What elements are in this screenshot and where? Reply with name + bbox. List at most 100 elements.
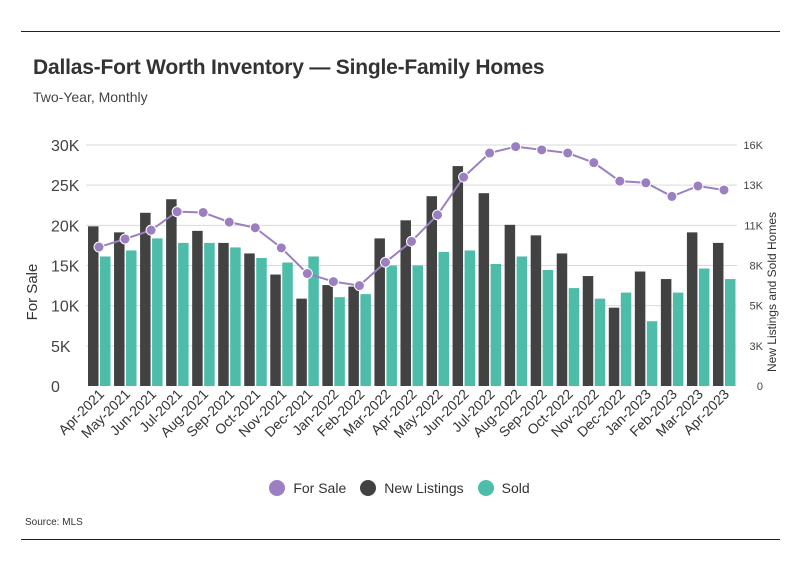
for-sale-point (145, 224, 157, 236)
sold-bar (282, 262, 293, 386)
new-listings-bar (166, 199, 177, 386)
bottom-rule (21, 539, 780, 540)
sold-bar (360, 294, 371, 386)
sold-bar (178, 242, 189, 386)
for-sale-point (249, 222, 261, 234)
y-left-tick-label: 25K (51, 178, 80, 195)
for-sale-point (301, 268, 313, 280)
legend-label-new-listings: New Listings (384, 480, 464, 496)
chart-subtitle: Two-Year, Monthly (33, 89, 148, 105)
y-left-axis-title: For Sale (24, 264, 41, 321)
sold-bar (724, 279, 736, 386)
for-sale-point (692, 180, 704, 192)
y-right-tick-label: 11K (744, 220, 763, 232)
new-listings-bar (244, 253, 255, 386)
new-listings-bar (400, 220, 411, 386)
sold-bar (126, 250, 137, 386)
for-sale-point (171, 206, 183, 218)
new-listings-bar (322, 285, 333, 386)
legend-item-new-listings: New Listings (360, 480, 464, 496)
new-listings-bar (608, 307, 620, 386)
for-sale-point (197, 206, 209, 218)
y-right-axis-title: New Listings and Sold Homes (765, 212, 779, 372)
sold-bar (230, 247, 241, 386)
new-listings-bar (374, 238, 385, 386)
y-left-tick-label: 30K (51, 138, 80, 155)
new-listings-bar (660, 279, 672, 386)
sold-bar (204, 242, 215, 386)
legend-item-sold: Sold (477, 480, 530, 496)
new-listings-bar (556, 253, 568, 386)
sold-bar (152, 238, 163, 386)
y-right-tick-label: 8K (750, 261, 764, 273)
for-sale-point (562, 147, 574, 159)
for-sale-point (93, 241, 105, 253)
for-sale-point (614, 175, 626, 187)
new-listings-bar (504, 224, 516, 386)
for-sale-point (327, 276, 339, 288)
y-left-tick-label: 5K (51, 339, 71, 356)
y-left-tick-label: 10K (51, 299, 80, 316)
sold-bar (594, 298, 606, 386)
for-sale-point (458, 171, 470, 183)
y-right-tick-label: 0 (757, 381, 763, 393)
chart-title: Dallas-Fort Worth Inventory — Single-Fam… (33, 56, 545, 79)
for-sale-point (353, 280, 365, 292)
for-sale-point (718, 184, 730, 196)
for-sale-point (536, 144, 548, 156)
new-listings-bar (114, 232, 125, 386)
new-listings-bar (478, 193, 490, 386)
sold-bar (438, 251, 450, 386)
new-listings-bar (686, 232, 698, 386)
legend-swatch-new-listings (360, 480, 377, 496)
sold-bar (386, 265, 397, 386)
top-rule (21, 31, 780, 32)
sold-bar (698, 268, 710, 386)
sold-bar (516, 256, 528, 386)
for-sale-point (223, 216, 235, 228)
y-right-tick-label: 13K (743, 180, 763, 192)
new-listings-bar (140, 212, 151, 386)
y-left-tick-label: 0 (51, 379, 60, 396)
for-sale-point (379, 256, 391, 268)
sold-bar (542, 270, 554, 386)
new-listings-bar (88, 226, 99, 386)
for-sale-point (640, 177, 652, 189)
for-sale-point (484, 147, 496, 159)
for-sale-point (432, 209, 444, 221)
sold-bar (646, 321, 658, 386)
for-sale-point (588, 157, 600, 169)
new-listings-bar (582, 276, 594, 386)
new-listings-bar (452, 166, 464, 386)
new-listings-bar (426, 196, 438, 386)
y-right-tick-label: 5K (750, 301, 764, 313)
for-sale-point (275, 242, 287, 254)
sold-bar (464, 250, 476, 386)
sold-bar (412, 265, 423, 386)
y-left-tick-label: 20K (51, 218, 80, 235)
legend-item-for-sale: For Sale (269, 480, 346, 496)
sold-bar (100, 256, 111, 386)
legend-label-for-sale: For Sale (293, 480, 347, 496)
y-right-tick-label: 16K (743, 140, 763, 152)
sold-bar (308, 256, 319, 386)
new-listings-bar (634, 271, 646, 386)
sold-bar (620, 292, 632, 386)
chart-canvas: 0 5K 10K 15K 20K 25K 30K 0 3K 5K 8K 11K 13K 16K For Sa… (24, 138, 779, 441)
sold-bar (568, 288, 580, 386)
for-sale-point (666, 190, 678, 202)
new-listings-bar (218, 242, 229, 386)
new-listings-bar (348, 286, 359, 386)
sold-bar (256, 257, 267, 386)
sold-bar (490, 263, 502, 386)
new-listings-bar (270, 274, 281, 386)
for-sale-point (119, 233, 131, 245)
y-left-tick-label: 15K (51, 259, 80, 276)
for-sale-point (510, 141, 522, 153)
legend-swatch-for-sale (269, 480, 286, 496)
y-right-tick-label: 3K (750, 341, 764, 353)
new-listings-bar (530, 235, 542, 386)
sold-bar (334, 297, 345, 386)
legend-label-sold: Sold (501, 480, 530, 496)
for-sale-point (406, 235, 417, 247)
